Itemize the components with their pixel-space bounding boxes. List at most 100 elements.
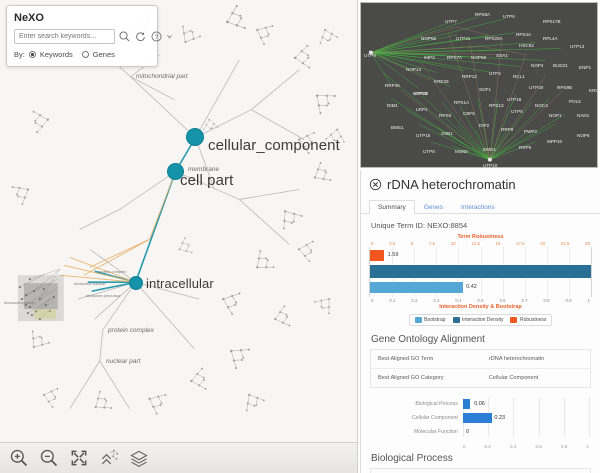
gene-interaction-network[interactable]: UTP9 NOP56 UTP7 RPS8A UTP6 RPS17B UTP21 … [360, 2, 598, 168]
tree-label-intracellular: intracellular [146, 276, 214, 291]
collapse-icon[interactable] [99, 448, 119, 468]
gene-label: UTP22 [413, 91, 428, 96]
tree-node-cellular-component[interactable] [186, 128, 204, 146]
tick: 0.4 [455, 298, 462, 303]
legend-item-robustness[interactable]: Robustness [510, 317, 546, 323]
tree-label-ribosome-precursor: ribosome precursor [86, 293, 121, 298]
gene-label: RPS22A [485, 36, 503, 41]
gene-label: NAN1 [577, 113, 590, 118]
legend-item-interaction-density[interactable]: Interaction Density [452, 317, 504, 323]
gene-label: NOP56 [421, 36, 437, 41]
search-panel-title: NeXO [14, 12, 44, 24]
gene-label: NOP1 [549, 113, 562, 118]
tick: 0.6 [499, 298, 506, 303]
chart-bottom-axis-ticks: 0 0.1 0.2 0.3 0.4 0.5 0.6 0.7 0.8 0.9 1 [369, 298, 592, 303]
tick: 1 [587, 298, 590, 303]
tree-label-ribosomal-subunit: ribosomal subunit [74, 281, 106, 286]
tick: 12.5 [471, 241, 480, 246]
row-key: Best Aligned GO Term [378, 356, 434, 362]
tick: 0.2 [484, 444, 491, 449]
go-alignment-table: Best Aligned GO Term rDNA heterochromati… [370, 349, 591, 388]
tick: 20 [540, 241, 546, 246]
help-icon[interactable]: ? [150, 30, 163, 43]
chart-top-axis-ticks: 0 2.5 5 7.5 10 12.5 15 17.5 20 22.5 25 [369, 241, 592, 246]
gene-label: POL5 [569, 99, 581, 104]
gene-label: UTP6 [503, 14, 515, 19]
search-icon[interactable] [118, 30, 131, 43]
tick: 25 [585, 241, 590, 246]
gene-label: NOP58 [471, 55, 487, 60]
go-alignment-heading: Gene Ontology Alignment [371, 334, 485, 345]
gene-label: RPS17B [543, 19, 561, 24]
tree-node-intracellular[interactable] [129, 276, 143, 290]
close-circle-icon[interactable] [369, 178, 382, 191]
gene-label: DIM1 [387, 103, 398, 108]
gene-label: UTP8 [423, 149, 435, 154]
gene-label: UTP13 [570, 44, 585, 49]
gene-label: UTP15 [416, 133, 431, 138]
detail-header: rDNA heterochromatin [361, 170, 600, 196]
reset-icon[interactable] [134, 30, 147, 43]
radio-genes[interactable] [81, 51, 89, 58]
gene-label: RCL1 [513, 74, 525, 79]
tick: 22.5 [560, 241, 570, 246]
gene-label: MSN5 [455, 149, 468, 154]
legend-item-bootstrap[interactable]: Bootstrap [414, 317, 446, 323]
gene-label: ENP1 [579, 65, 592, 70]
tick: 0.8 [543, 298, 550, 303]
row-key: Best Aligned GO Category [378, 375, 444, 381]
legend-swatch-robustness [510, 317, 518, 323]
gene-label: EMG1 [483, 147, 497, 152]
tick: 17.5 [516, 241, 525, 246]
tick: 15 [495, 241, 501, 246]
gene-label: UTP20 [529, 85, 544, 90]
zoom-out-icon[interactable] [39, 448, 59, 468]
gene-label: DIP2 [479, 123, 490, 128]
tree-label-ribonucleoprotein: ribonucleoprotein [4, 300, 35, 305]
tick: 0 [462, 444, 466, 449]
tree-node-cell-part[interactable] [167, 163, 184, 180]
gene-label: SSB1 [441, 131, 453, 136]
zoom-in-icon[interactable] [9, 448, 29, 468]
tick: 0.6 [535, 444, 542, 449]
go-plot-area: 0.06 0.23 0 [462, 397, 590, 437]
tab-interactions[interactable]: Interactions [460, 204, 495, 211]
fit-screen-icon[interactable] [69, 448, 89, 468]
radio-keywords-label: Keywords [39, 50, 73, 59]
go-category-label: Biological Process [415, 401, 458, 407]
gene-label: RPS4A [516, 32, 532, 37]
legend-label: Interaction Density [462, 317, 504, 323]
chevron-down-icon[interactable] [166, 32, 173, 41]
search-panel[interactable]: NeXO ? By: [6, 5, 172, 67]
go-bar-biological-process [462, 399, 471, 409]
gene-label: SOF1 [479, 87, 491, 92]
layers-icon[interactable] [129, 448, 149, 468]
go-alignment-chart: Biological Process Cellular Component Mo… [370, 397, 591, 449]
tick: 0.7 [521, 298, 528, 303]
gene-label: UTP7 [445, 19, 457, 24]
gene-node-hub-1[interactable] [369, 51, 372, 54]
ontology-tree-panel[interactable]: cellular_component cell part intracellul… [0, 0, 358, 473]
gene-node-hub-2[interactable] [489, 159, 492, 162]
tab-summary[interactable]: Summary [369, 200, 415, 214]
gene-label: NOP6 [577, 133, 590, 138]
tick: 5 [410, 241, 414, 246]
search-by-row: By: Keywords Genes [14, 50, 150, 59]
unique-term-id: Unique Term ID: NEXO:8854 [371, 221, 468, 230]
tick: 0.8 [560, 444, 568, 449]
table-row: Best Aligned GO Term rDNA heterochromati… [371, 350, 590, 369]
gene-label: RRP5 [519, 145, 532, 150]
search-row: ? [14, 29, 172, 44]
search-by-label: By: [14, 50, 25, 59]
bar-robustness [370, 250, 385, 261]
tree-label-protein-complex-2: protein complex [98, 269, 127, 274]
gene-label: SSA1 [496, 53, 508, 58]
gene-label: IMP3 [424, 55, 435, 60]
gene-label: UTP9 [364, 53, 376, 58]
radio-keywords[interactable] [28, 51, 36, 58]
search-input[interactable] [14, 29, 115, 44]
go-category-label: Cellular Component [411, 415, 458, 421]
tab-genes[interactable]: Genes [423, 204, 443, 211]
svg-text:?: ? [155, 34, 159, 41]
